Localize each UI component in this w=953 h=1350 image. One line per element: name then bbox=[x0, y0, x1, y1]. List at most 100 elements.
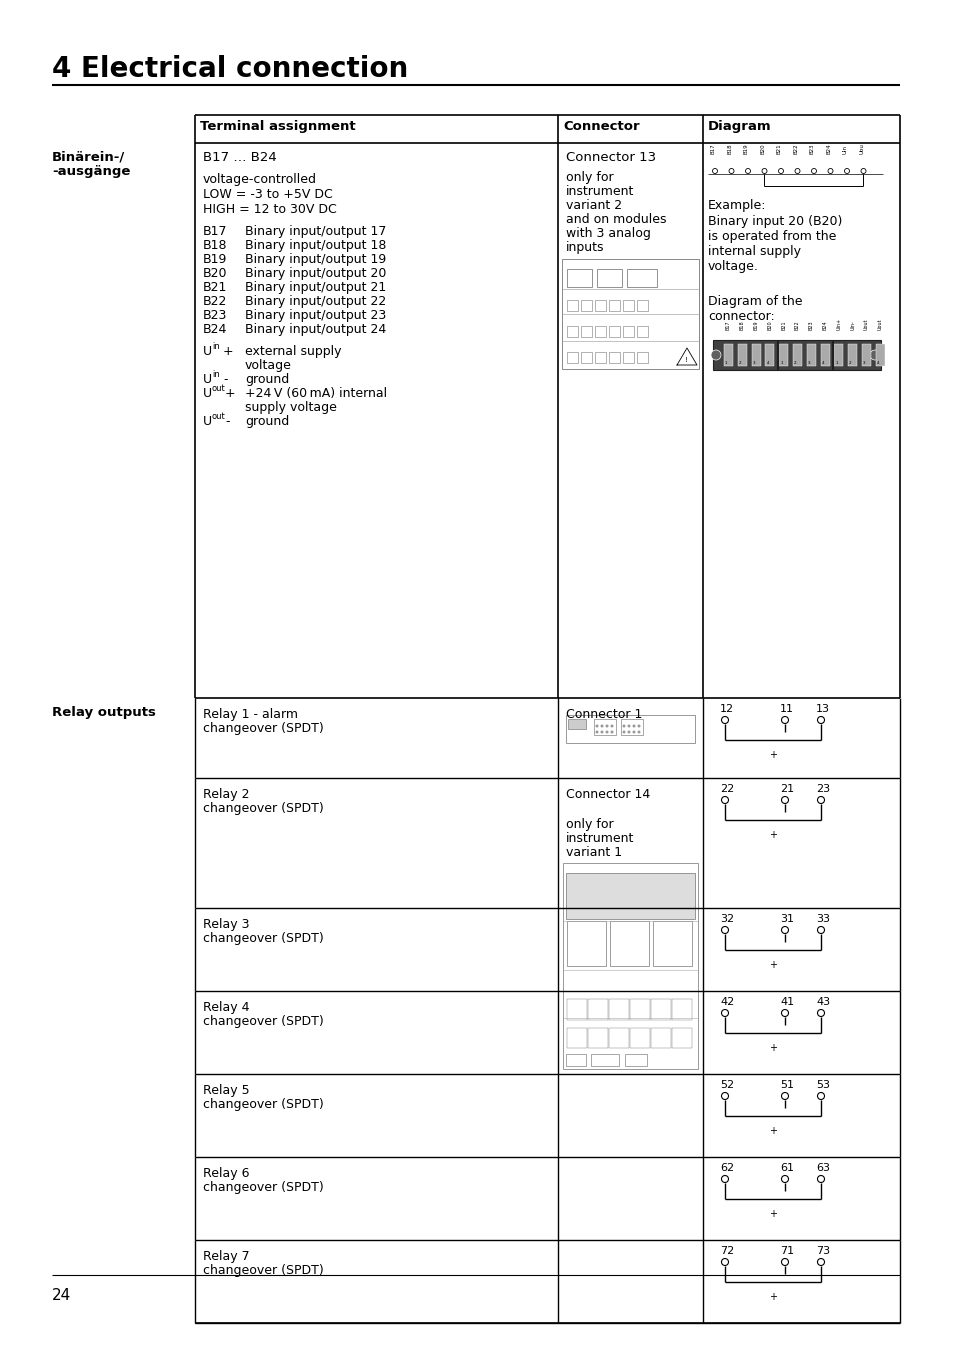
Circle shape bbox=[599, 730, 603, 733]
Text: B17: B17 bbox=[725, 320, 730, 329]
Text: Uout: Uout bbox=[863, 319, 868, 329]
Text: Relay 2: Relay 2 bbox=[203, 788, 250, 801]
Circle shape bbox=[632, 725, 635, 728]
Bar bbox=[566, 1027, 586, 1049]
Text: ground: ground bbox=[245, 373, 289, 386]
Text: Example:: Example: bbox=[707, 198, 765, 212]
Text: 72: 72 bbox=[720, 1246, 734, 1256]
Text: changeover (SPDT): changeover (SPDT) bbox=[203, 1098, 323, 1111]
Bar bbox=[608, 300, 619, 310]
Bar bbox=[862, 344, 870, 366]
Circle shape bbox=[610, 725, 613, 728]
Text: +: + bbox=[768, 1292, 776, 1301]
Text: +: + bbox=[225, 387, 235, 400]
Text: +: + bbox=[768, 960, 776, 971]
Text: 61: 61 bbox=[780, 1162, 793, 1173]
Text: B22: B22 bbox=[793, 143, 798, 154]
Bar bbox=[652, 921, 691, 967]
Bar bbox=[764, 344, 774, 366]
Text: 31: 31 bbox=[780, 914, 793, 923]
Text: 52: 52 bbox=[720, 1080, 734, 1089]
Bar bbox=[609, 921, 648, 967]
Bar bbox=[590, 1054, 618, 1067]
Text: only for: only for bbox=[565, 171, 613, 184]
Text: Connector 1: Connector 1 bbox=[565, 707, 641, 721]
Text: B21: B21 bbox=[776, 143, 781, 154]
Bar bbox=[622, 325, 634, 338]
Text: Binary input/output 21: Binary input/output 21 bbox=[245, 281, 386, 294]
Text: 12: 12 bbox=[720, 703, 734, 714]
Bar bbox=[597, 269, 621, 288]
Text: B21: B21 bbox=[203, 281, 227, 294]
Bar bbox=[580, 300, 592, 310]
Text: Relay outputs: Relay outputs bbox=[52, 706, 155, 720]
Text: changeover (SPDT): changeover (SPDT) bbox=[203, 802, 323, 815]
Text: B17: B17 bbox=[710, 143, 716, 154]
Bar bbox=[580, 352, 592, 363]
Text: +: + bbox=[768, 751, 776, 760]
Bar bbox=[834, 344, 842, 366]
Text: Binärein-/: Binärein-/ bbox=[52, 151, 125, 163]
Text: 63: 63 bbox=[815, 1162, 829, 1173]
Text: Binary input/output 23: Binary input/output 23 bbox=[245, 309, 386, 323]
Text: changeover (SPDT): changeover (SPDT) bbox=[203, 931, 323, 945]
Circle shape bbox=[627, 730, 630, 733]
Bar bbox=[712, 340, 880, 370]
Text: Uout: Uout bbox=[877, 319, 882, 329]
Bar bbox=[637, 325, 647, 338]
Text: +: + bbox=[768, 1210, 776, 1219]
Circle shape bbox=[610, 730, 613, 733]
Bar bbox=[567, 720, 585, 729]
Text: 33: 33 bbox=[815, 914, 829, 923]
Text: B19: B19 bbox=[743, 143, 748, 154]
Text: 4 Electrical connection: 4 Electrical connection bbox=[52, 55, 408, 82]
Text: 2: 2 bbox=[738, 360, 740, 365]
Bar bbox=[650, 999, 670, 1019]
Bar bbox=[565, 716, 695, 742]
Bar bbox=[751, 344, 760, 366]
Text: B24: B24 bbox=[825, 143, 831, 154]
Text: B18: B18 bbox=[739, 320, 744, 329]
Bar bbox=[671, 1027, 691, 1049]
Bar bbox=[566, 352, 578, 363]
Circle shape bbox=[605, 730, 608, 733]
Bar bbox=[620, 720, 642, 734]
Text: B17: B17 bbox=[203, 225, 227, 238]
Bar bbox=[580, 325, 592, 338]
Text: Connector: Connector bbox=[562, 120, 639, 134]
Text: in: in bbox=[212, 370, 219, 379]
Text: U: U bbox=[203, 373, 212, 386]
Text: 3: 3 bbox=[807, 360, 810, 365]
Text: 71: 71 bbox=[780, 1246, 793, 1256]
Bar bbox=[792, 344, 801, 366]
Text: B20: B20 bbox=[766, 320, 772, 329]
Text: LOW = -3 to +5V DC: LOW = -3 to +5V DC bbox=[203, 188, 333, 201]
Text: Uin-: Uin- bbox=[849, 320, 854, 329]
Text: HIGH = 12 to 30V DC: HIGH = 12 to 30V DC bbox=[203, 202, 336, 216]
Text: 73: 73 bbox=[815, 1246, 829, 1256]
Text: changeover (SPDT): changeover (SPDT) bbox=[203, 1264, 323, 1277]
Text: Connector 14: Connector 14 bbox=[565, 788, 650, 801]
Text: B22: B22 bbox=[794, 320, 800, 329]
Text: -ausgänge: -ausgänge bbox=[52, 165, 131, 178]
Bar bbox=[629, 1027, 649, 1049]
Bar bbox=[565, 873, 695, 918]
Text: supply voltage: supply voltage bbox=[245, 401, 336, 414]
Text: 1: 1 bbox=[835, 360, 837, 365]
Text: Binary input 20 (B20): Binary input 20 (B20) bbox=[707, 215, 841, 228]
Text: changeover (SPDT): changeover (SPDT) bbox=[203, 1181, 323, 1193]
Text: 32: 32 bbox=[720, 914, 734, 923]
Bar bbox=[820, 344, 829, 366]
Text: voltage: voltage bbox=[245, 359, 292, 373]
Bar bbox=[587, 1027, 607, 1049]
Bar bbox=[806, 344, 815, 366]
Text: B24: B24 bbox=[821, 320, 827, 329]
Text: 11: 11 bbox=[780, 703, 793, 714]
Bar bbox=[624, 1054, 646, 1067]
Bar bbox=[561, 259, 699, 369]
Bar bbox=[566, 999, 586, 1019]
Bar bbox=[626, 269, 657, 288]
Bar bbox=[737, 344, 746, 366]
Bar bbox=[671, 999, 691, 1019]
Text: Relay 3: Relay 3 bbox=[203, 918, 250, 932]
